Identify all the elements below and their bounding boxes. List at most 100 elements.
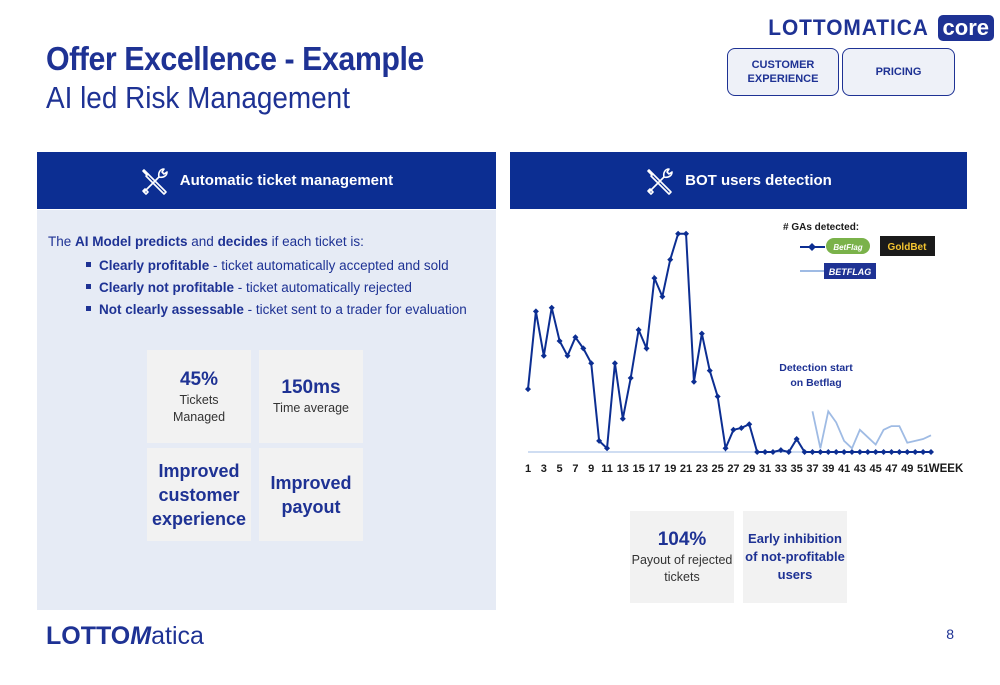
annotation-line1: Detection start bbox=[779, 362, 853, 374]
data-point bbox=[912, 449, 919, 455]
panel-header-bot-detection: BOT users detection bbox=[510, 152, 967, 209]
data-point bbox=[722, 445, 729, 452]
data-point bbox=[525, 386, 531, 393]
wrench-screwdriver-icon bbox=[141, 167, 168, 195]
data-point bbox=[856, 449, 863, 455]
bot-detection-chart: # GAs detected: BetFlag GoldBet BETFLAG … bbox=[510, 210, 967, 490]
kpi-tile-time-average: 150ms Time average bbox=[259, 350, 363, 443]
x-tick-label: 43 bbox=[854, 463, 866, 475]
data-point bbox=[627, 375, 634, 381]
x-tick-label: 13 bbox=[617, 463, 629, 475]
betflag-logo-icon bbox=[826, 238, 870, 254]
list-item: Clearly not profitable - ticket automati… bbox=[86, 277, 467, 299]
data-point bbox=[564, 352, 571, 359]
kpi-value: 45% bbox=[179, 368, 219, 390]
data-point bbox=[801, 449, 808, 455]
kpi-label: Managed bbox=[172, 409, 226, 424]
data-point bbox=[706, 367, 713, 374]
data-point bbox=[754, 449, 761, 455]
kpi-tile-customer-experience: Improved customer experience bbox=[147, 448, 251, 541]
data-point bbox=[532, 308, 539, 315]
footer-logo-part1: LOTTO bbox=[46, 622, 131, 650]
tab-customer-experience[interactable]: CUSTOMER EXPERIENCE bbox=[727, 48, 839, 96]
x-tick-label: 17 bbox=[648, 463, 660, 475]
line-chart-svg: # GAs detected: BetFlag GoldBet BETFLAG … bbox=[525, 222, 964, 475]
bullet-text: - ticket automatically rejected bbox=[234, 280, 412, 295]
data-point bbox=[864, 449, 871, 455]
data-point bbox=[698, 330, 705, 337]
data-point bbox=[777, 447, 784, 454]
data-point bbox=[651, 275, 658, 282]
data-point bbox=[730, 426, 737, 433]
intro-text: The AI Model predicts and decides if eac… bbox=[48, 234, 364, 249]
data-point bbox=[619, 415, 626, 422]
data-point bbox=[556, 338, 563, 344]
legend-logo-text: BETFLAG bbox=[829, 267, 872, 277]
bullet-bold: Clearly profitable bbox=[99, 258, 210, 273]
data-point bbox=[793, 436, 800, 443]
x-tick-label: 11 bbox=[601, 463, 613, 475]
kpi-text: of not-profitable bbox=[745, 549, 845, 564]
x-tick-label: 45 bbox=[870, 463, 882, 475]
legend-title: # GAs detected: bbox=[783, 222, 859, 233]
plot-area bbox=[525, 230, 934, 455]
x-tick-label: 3 bbox=[541, 463, 547, 475]
data-point bbox=[690, 378, 697, 385]
data-point bbox=[880, 449, 887, 455]
panel-heading: Automatic ticket management bbox=[179, 172, 394, 189]
tab-label-line2: EXPERIENCE bbox=[747, 73, 819, 85]
chart-annotation: Detection start on Betflag bbox=[779, 362, 853, 389]
intro-decides: decides bbox=[217, 234, 268, 249]
betflag-logo2-icon bbox=[824, 263, 876, 279]
x-tick-label: 51 bbox=[917, 463, 929, 475]
data-point bbox=[675, 230, 682, 237]
footer-logo-part3: atica bbox=[151, 622, 204, 650]
kpi-value: 150ms bbox=[281, 377, 341, 398]
panel-heading: BOT users detection bbox=[685, 172, 832, 189]
x-tick-label: 35 bbox=[791, 463, 803, 475]
panel-header-ticket-management: Automatic ticket management bbox=[37, 152, 496, 209]
x-tick-label: 15 bbox=[633, 463, 645, 475]
data-point bbox=[833, 449, 840, 455]
intro-prefix: The bbox=[48, 234, 76, 249]
list-item: Clearly profitable - ticket automaticall… bbox=[86, 255, 467, 277]
intro-and: and bbox=[187, 234, 218, 249]
x-tick-label: 7 bbox=[572, 463, 578, 475]
bullet-square-icon bbox=[86, 305, 91, 311]
x-tick-label: 49 bbox=[901, 463, 913, 475]
data-point bbox=[635, 326, 642, 333]
x-tick-label: 47 bbox=[885, 463, 897, 475]
annotation-line2: on Betflag bbox=[790, 377, 841, 389]
data-point bbox=[888, 449, 895, 455]
legend-marker-icon bbox=[808, 243, 816, 251]
data-point bbox=[841, 449, 848, 455]
data-point bbox=[872, 449, 879, 455]
data-point bbox=[904, 449, 911, 455]
tab-pricing[interactable]: PRICING bbox=[842, 48, 955, 96]
x-tick-label: 5 bbox=[557, 463, 563, 475]
kpi-text: Improved bbox=[270, 472, 352, 493]
page-number: 8 bbox=[946, 626, 954, 642]
x-tick-label: 39 bbox=[822, 463, 834, 475]
x-tick-label: 9 bbox=[588, 463, 594, 475]
kpi-tile-tickets-managed: 45% Tickets Managed bbox=[147, 350, 251, 443]
tab-label-line1: CUSTOMER bbox=[751, 59, 815, 71]
data-point bbox=[572, 334, 579, 341]
data-point bbox=[580, 345, 587, 352]
bullet-square-icon bbox=[86, 283, 91, 289]
tab-label: PRICING bbox=[875, 66, 922, 78]
legend-logo-text: GoldBet bbox=[888, 242, 928, 253]
intro-ai-model: AI Model predicts bbox=[75, 234, 188, 249]
data-point bbox=[596, 437, 603, 444]
ticket-bullets: Clearly profitable - ticket automaticall… bbox=[86, 255, 467, 321]
data-point bbox=[920, 449, 927, 455]
kpi-text: experience bbox=[151, 508, 247, 529]
data-point bbox=[762, 449, 769, 455]
data-point bbox=[738, 424, 745, 431]
x-axis-ticks: 1 3 5 7 9 11 13 15 17 19 21 23 25 27 29 31 33 35 37 39 41 43 4… bbox=[525, 463, 929, 475]
x-tick-label: 19 bbox=[664, 463, 676, 475]
kpi-tile-early-inhibition: Early inhibition of not-profitable users bbox=[743, 511, 847, 603]
kpi-text: payout bbox=[281, 496, 341, 517]
bullet-square-icon bbox=[86, 261, 91, 267]
data-point bbox=[825, 449, 832, 455]
